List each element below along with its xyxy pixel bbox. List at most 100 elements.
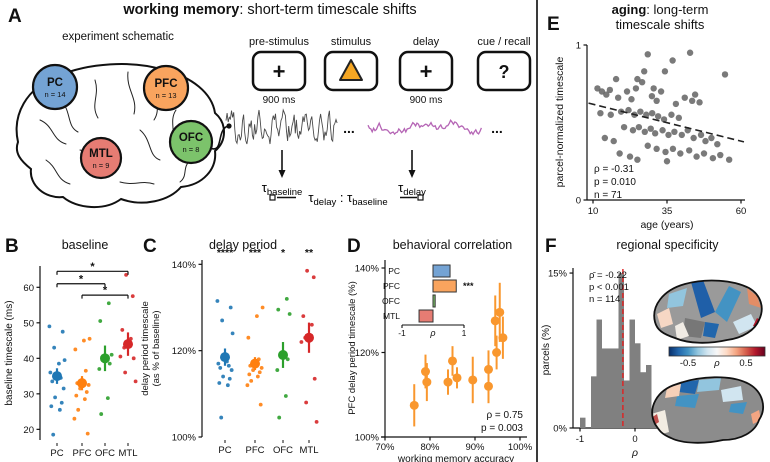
svg-text:*: * [79,273,84,285]
dots-ofc [97,301,114,416]
svg-text:ρ: ρ [713,358,720,369]
svg-text:+: + [420,59,433,84]
svg-text:OFC: OFC [95,448,115,459]
svg-text:p = 0.010: p = 0.010 [594,177,636,188]
screen-stimulus: stimulus [323,36,379,92]
svg-text:PFC: PFC [246,445,265,456]
svg-text:MTL: MTL [300,445,319,456]
screen-delay: delay +900 ms [398,36,454,106]
svg-text:OFC: OFC [382,296,400,306]
panel-d-title: behavioral correlation [392,238,513,252]
svg-text:working memory accuracy: working memory accuracy [397,454,514,462]
dots-ofc [275,296,292,420]
svg-text:MTL: MTL [383,311,400,321]
svg-text:50: 50 [23,318,34,329]
svg-text:...: ... [491,120,503,136]
svg-text:-1: -1 [576,434,584,445]
svg-text:baseline timescale (ms): baseline timescale (ms) [4,300,15,405]
dots-pfc [245,305,265,407]
dots-mtl [118,272,138,384]
svg-text:1: 1 [576,41,581,52]
panel-b-label: B [5,236,19,257]
svg-text:***: *** [463,281,474,291]
panel-a-title-bold: working memory [123,2,240,18]
svg-text:0%: 0% [553,424,567,435]
svg-text:τdelay : τbaseline: τdelay : τbaseline [308,190,387,208]
svg-text:0: 0 [576,196,581,207]
ratio-annotation: τdelay : τbaseline [269,190,424,208]
svg-text:60: 60 [23,283,34,294]
dots-pc [47,324,67,437]
dots-pfc [72,336,92,436]
svg-text:1: 1 [462,328,467,338]
svg-text:p < 0.001: p < 0.001 [589,282,629,293]
svg-text:20: 20 [23,425,34,436]
svg-text:PC: PC [47,77,63,89]
region-circle-pc: PCn = 14 [31,63,79,111]
svg-text:100%: 100% [172,433,197,444]
svg-text:0: 0 [632,434,637,445]
svg-text:n = 71: n = 71 [594,190,623,201]
svg-text:ρ̄ = -0.22: ρ̄ = -0.22 [589,270,627,281]
svg-text:n = 9: n = 9 [93,161,110,170]
svg-text:parcels (%): parcels (%) [541,325,552,376]
panel-d-label: D [347,236,361,257]
svg-text:30: 30 [23,389,34,400]
panel-e-title-rest: : long-term [646,2,709,17]
panel-e-title: aging: long-term timescale shifts [560,2,760,32]
panel-c-delay-dotplot: 100% 120% 140% delay period timescale (as % … [140,247,319,456]
screen-cue-recall: cue / recall? [476,36,532,92]
panel-f-histogram-brains: 0%15%-101ρparcels (%)ρ̄ = -0.22p < 0.001… [541,268,766,459]
svg-text:ρ: ρ [631,447,638,459]
svg-text:OFC: OFC [273,445,293,456]
svg-text:60: 60 [736,206,747,217]
svg-text:cue / recall: cue / recall [477,36,530,48]
svg-text:-1: -1 [398,328,406,338]
svg-text:PFC: PFC [73,448,92,459]
rho-colorbar: -0.5 ρ 0.5 [668,346,766,369]
svg-text:ρ = -0.31: ρ = -0.31 [594,164,634,175]
panel-divider [536,0,538,462]
svg-text:parcel-normalized timescale: parcel-normalized timescale [554,56,566,187]
panel-e-aging-scatter: 0 1 10 35 60 age (years) parcel-normalized tim… [554,41,747,232]
brain-lateral [653,279,763,344]
svg-text:0.5: 0.5 [739,358,752,369]
screen-pre-stimulus: pre-stimulus +900 ms [249,36,309,106]
experiment-schematic-caption: experiment schematic [62,31,174,43]
panel-e-title-bold: aging [611,2,647,17]
svg-text:**: ** [305,247,314,259]
panel-a-title-rest: : short-term timescale shifts [239,2,417,18]
svg-text:stimulus: stimulus [331,36,372,48]
svg-text:35: 35 [662,206,673,217]
svg-text:PFC delay period timescale (%): PFC delay period timescale (%) [347,281,358,415]
baseline-trace [225,108,338,145]
svg-text:****: **** [217,247,234,259]
svg-text:140%: 140% [172,260,197,271]
panel-b-baseline-dotplot: 20 30 40 50 60 baseline timescale (ms) PC PFC OF… [4,261,138,459]
panel-a-title: working memory: short-term timescale shi… [100,2,440,18]
panel-f-label: F [545,236,557,257]
panel-f-title: regional specificity [616,238,719,252]
svg-text:900 ms: 900 ms [410,95,443,106]
svg-text:*: * [281,247,286,259]
sig-bracket: * [56,273,106,288]
svg-text:PC: PC [218,445,231,456]
svg-text:PC: PC [388,266,400,276]
panel-d-behavior-scatter: 100%120%140%70% 80% 90% 100%working memory … [347,260,533,462]
delay-trace [367,118,483,136]
panel-e-label: E [547,14,560,35]
svg-text:100%: 100% [508,442,533,453]
svg-text:120%: 120% [172,346,197,357]
svg-text:90%: 90% [465,442,485,453]
panel-a-label: A [8,6,22,27]
panel-c-title: delay period [208,238,278,252]
svg-text:MTL: MTL [119,448,138,459]
svg-text:OFC: OFC [179,132,203,144]
svg-text:pre-stimulus: pre-stimulus [249,36,309,48]
svg-text:PC: PC [50,448,63,459]
